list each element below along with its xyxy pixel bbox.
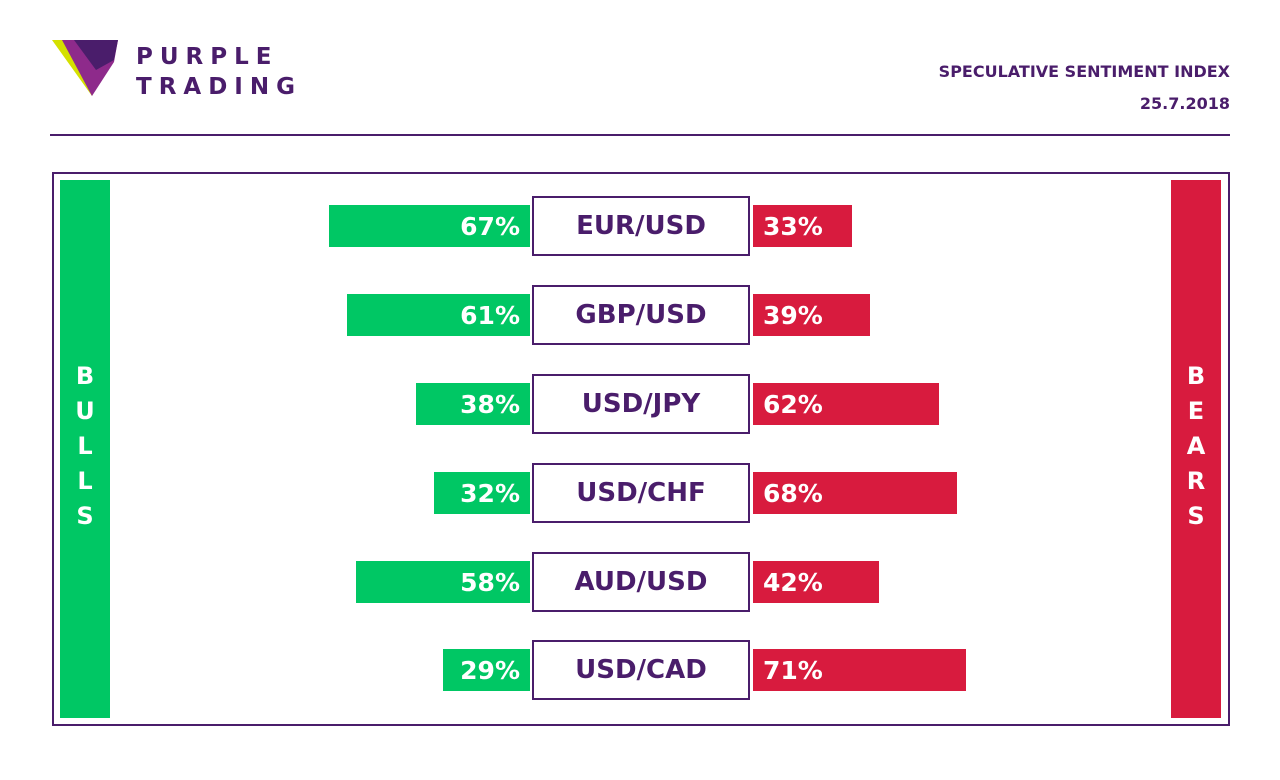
bulls-value-label: 58%	[460, 567, 520, 597]
bears-value-label: 33%	[763, 211, 823, 241]
bulls-value-label: 67%	[460, 211, 520, 241]
logo-mark-icon	[52, 40, 118, 96]
chart-frame	[52, 172, 1230, 726]
bulls-label: BULLS	[71, 361, 99, 537]
bulls-value-label: 61%	[460, 300, 520, 330]
bears-bar: 42%	[753, 561, 879, 603]
bears-value-label: 68%	[763, 478, 823, 508]
bulls-value-label: 38%	[460, 389, 520, 419]
bulls-bar: 38%	[416, 383, 530, 425]
bears-value-label: 71%	[763, 655, 823, 685]
currency-pair-label: EUR/USD	[532, 196, 750, 256]
currency-pair-label: USD/JPY	[532, 374, 750, 434]
header-divider	[50, 134, 1230, 136]
bulls-side-bar: BULLS	[60, 180, 110, 718]
bears-bar: 62%	[753, 383, 939, 425]
bulls-bar: 58%	[356, 561, 530, 603]
bulls-value-label: 32%	[460, 478, 520, 508]
bears-value-label: 42%	[763, 567, 823, 597]
logo-text-line2: TRADING	[136, 74, 302, 100]
bulls-bar: 67%	[329, 205, 530, 247]
bears-bar: 71%	[753, 649, 966, 691]
bears-value-label: 39%	[763, 300, 823, 330]
bears-bar: 68%	[753, 472, 957, 514]
bulls-value-label: 29%	[460, 655, 520, 685]
page-title: SPECULATIVE SENTIMENT INDEX	[938, 62, 1230, 81]
bears-bar: 33%	[753, 205, 852, 247]
bulls-bar: 61%	[347, 294, 530, 336]
header-info: SPECULATIVE SENTIMENT INDEX 25.7.2018	[939, 56, 1230, 120]
currency-pair-label: USD/CAD	[532, 640, 750, 700]
currency-pair-label: USD/CHF	[532, 463, 750, 523]
bears-bar: 39%	[753, 294, 870, 336]
bulls-bar: 32%	[434, 472, 530, 514]
bulls-bar: 29%	[443, 649, 530, 691]
currency-pair-label: AUD/USD	[532, 552, 750, 612]
bears-side-bar: BEARS	[1171, 180, 1221, 718]
purple-trading-logo: PURPLE TRADING	[52, 40, 312, 100]
bears-value-label: 62%	[763, 389, 823, 419]
logo-text-line1: PURPLE	[136, 44, 279, 70]
bears-label: BEARS	[1182, 361, 1210, 537]
report-date: 25.7.2018	[1139, 94, 1230, 113]
currency-pair-label: GBP/USD	[532, 285, 750, 345]
